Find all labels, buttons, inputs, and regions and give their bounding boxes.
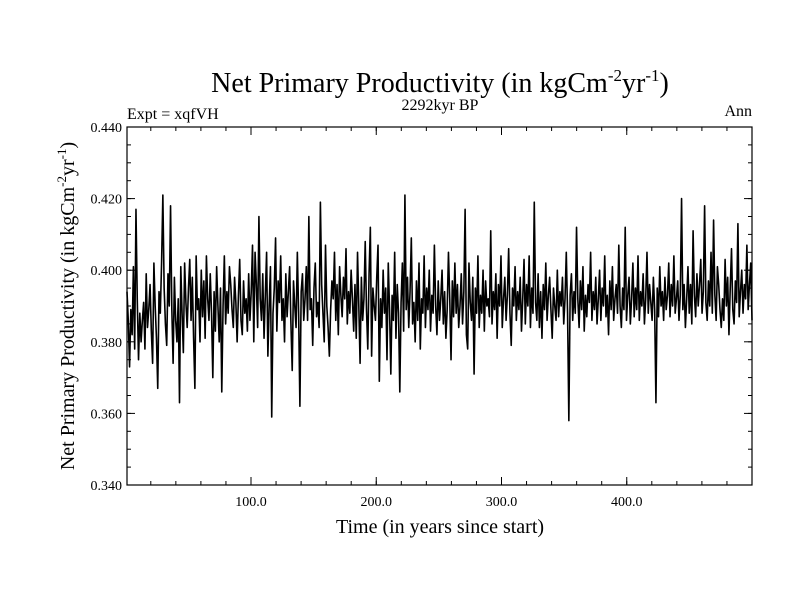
y-axis-label: Net Primary Productivity (in kgCm-2yr-1) — [54, 142, 79, 470]
axes-ticks: 0.340 0.360 0.380 0.400 0.420 0.440 100.0 200.0… — [91, 121, 752, 510]
x-tick-label: 300.0 — [486, 495, 518, 510]
x-tick-label: 400.0 — [611, 495, 643, 510]
y-tick-label: 0.400 — [91, 264, 123, 279]
y-tick-label: 0.360 — [91, 407, 123, 422]
y-tick-label: 0.420 — [91, 193, 123, 208]
subtitle-period: 2292kyr BP — [402, 97, 479, 114]
chart-title: Net Primary Productivity (in kgCm-2yr-1) — [211, 66, 669, 99]
series-line-npp — [126, 194, 753, 422]
x-tick-label: 100.0 — [235, 495, 267, 510]
subtitle-season: Ann — [724, 103, 752, 120]
subtitle-experiment: Expt = xqfVH — [127, 106, 219, 123]
x-axis-label: Time (in years since start) — [336, 516, 544, 538]
y-tick-label: 0.340 — [91, 479, 123, 494]
y-tick-label: 0.440 — [91, 121, 123, 136]
y-tick-label: 0.380 — [91, 336, 123, 351]
x-tick-label: 200.0 — [360, 495, 392, 510]
